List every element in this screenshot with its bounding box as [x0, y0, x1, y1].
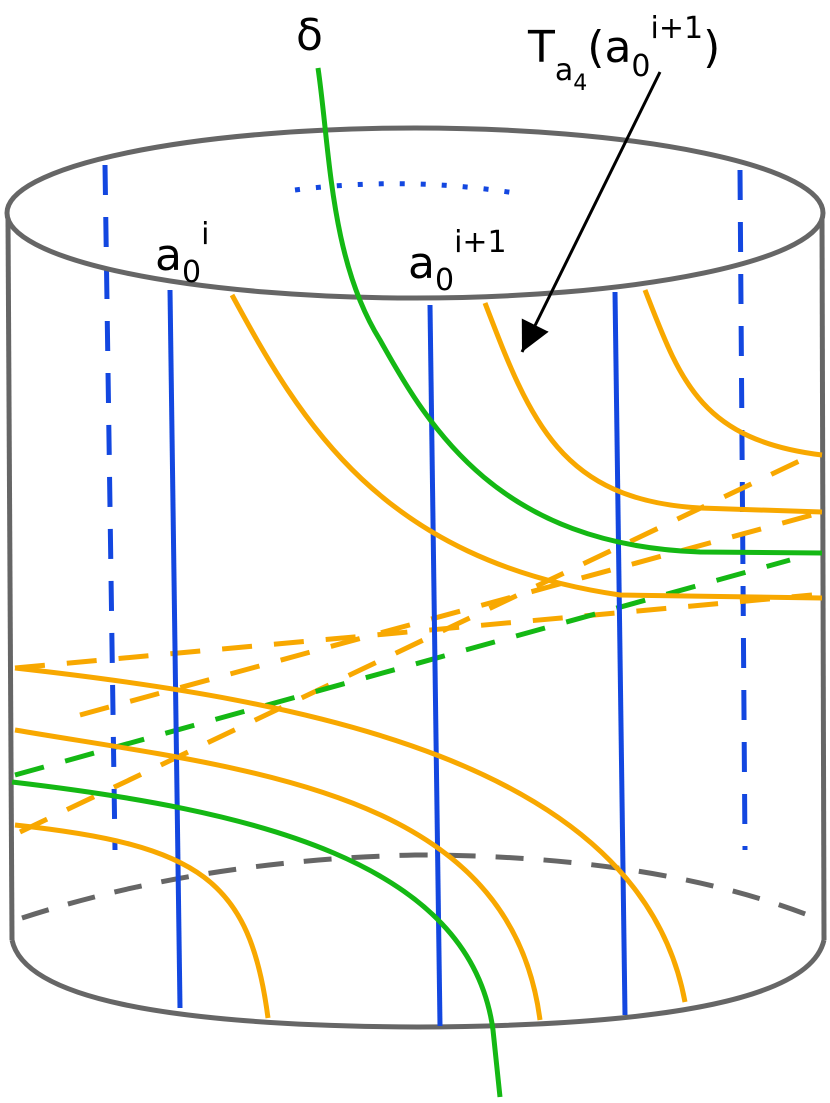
cylinder-side	[819, 217, 827, 941]
label-part: 4	[573, 71, 587, 96]
orange-dashed	[14, 592, 813, 671]
label-part: 0	[631, 49, 650, 84]
label-part: a	[555, 53, 573, 88]
label-part: i+1	[651, 11, 704, 46]
label-delta: δ	[296, 10, 323, 61]
arrow	[520, 71, 662, 353]
delta-curve	[315, 67, 823, 556]
label-a0i: a0i	[155, 217, 209, 290]
cylinder-side	[5, 217, 15, 941]
label-part: T	[527, 22, 555, 73]
label-part: i	[201, 217, 209, 252]
cylinder-back-edge	[21, 852, 809, 921]
label-part: 0	[435, 263, 454, 298]
blue-dotted	[294, 181, 516, 196]
blue-line	[612, 291, 628, 1016]
label-part: a	[155, 230, 182, 281]
front-lines	[4, 67, 827, 1098]
label-a0i1: a0i+1	[408, 225, 507, 298]
orange-dashed	[18, 452, 814, 835]
label-part: a	[408, 238, 435, 289]
orange-curve	[14, 822, 271, 1019]
delta-curve	[11, 779, 503, 1098]
orange-curve	[14, 727, 543, 1021]
orange-curve	[14, 665, 688, 1003]
orange-dashed	[79, 512, 813, 718]
blue-line	[167, 289, 183, 1009]
label-part: )	[703, 22, 720, 73]
orange-curve	[642, 289, 823, 458]
orange-curve	[482, 302, 823, 515]
label-part: 0	[182, 255, 201, 290]
cylinder-top	[4, 125, 826, 301]
label-part: (a	[587, 22, 631, 73]
blue-back-line	[102, 164, 118, 851]
label-twist: Ta4(a0i+1)	[527, 11, 720, 96]
orange-curve	[229, 293, 823, 601]
label-part: i+1	[454, 225, 507, 260]
cylinder-bottom	[9, 939, 827, 1030]
